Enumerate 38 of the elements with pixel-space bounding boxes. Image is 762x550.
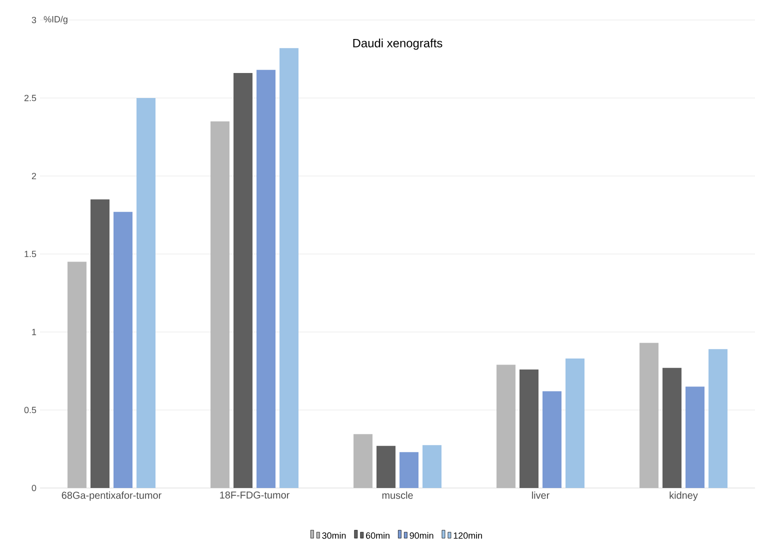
text: Daudi xenografts [353,38,442,50]
bar [708,349,728,488]
bar [496,364,516,488]
bar [114,212,132,488]
bar [520,369,538,488]
bar [68,262,86,488]
y-tick-label: 0 [32,484,36,492]
y-tick-label: 2.5 [24,94,36,102]
y-tick-label: 1 [32,328,36,336]
bar [542,391,562,488]
y-tick-label: 3 [32,16,36,24]
bar [234,73,252,488]
bar [640,342,658,488]
bar [662,368,682,488]
bar [90,199,110,488]
legend-label: 60min [366,532,390,539]
bar [136,98,156,488]
legend-label: 30min [322,532,346,539]
bar [400,452,418,488]
y-tick-label: 0.5 [24,406,36,414]
x-tick-label: liver [532,492,550,499]
bar [566,358,585,488]
bar [422,445,442,488]
bar [686,386,705,488]
bar [280,48,298,488]
x-tick-label: muscle [382,492,413,499]
x-tick-label: 68Ga-pentixafor-tumor [62,492,162,501]
y-tick-label: 2 [32,172,36,180]
y-tick-label: 1.5 [24,250,36,258]
x-tick-label: kidney [670,492,698,501]
bar [210,121,230,488]
bar [354,434,372,488]
y-axis-title: %ID/g [44,16,68,24]
legend-label: 120min [454,532,482,539]
legend-label: 90min [410,532,434,539]
x-tick-label: 18F-FDG-tumor [220,492,290,499]
bar [376,446,396,488]
bar [256,70,276,488]
